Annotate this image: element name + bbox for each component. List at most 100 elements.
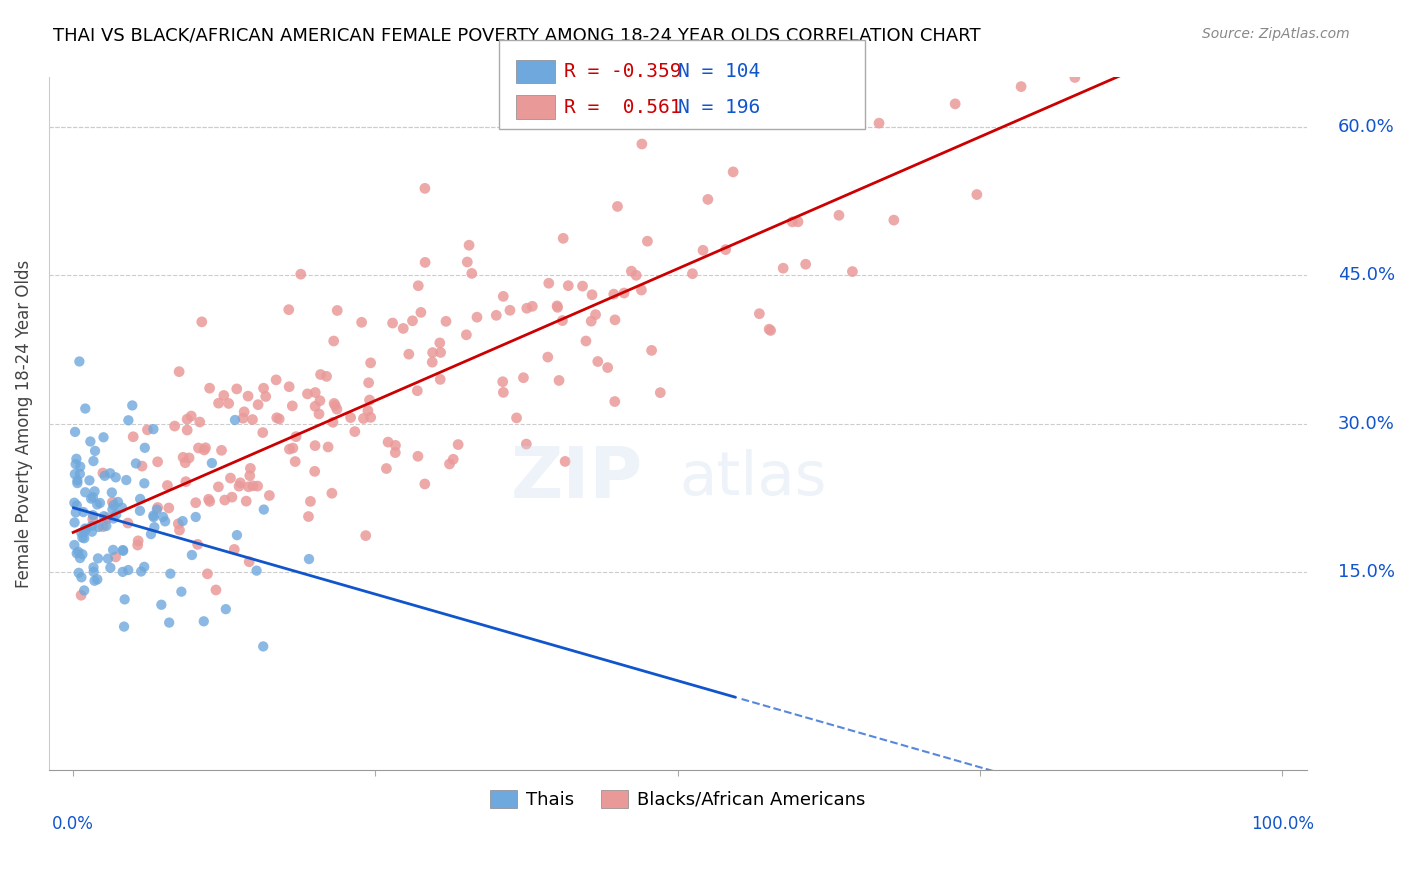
- Thais: [69, 551, 91, 566]
- Blacks/African Americans: [207, 480, 229, 494]
- Blacks/African Americans: [456, 327, 478, 342]
- Thais: [86, 498, 108, 512]
- Thais: [93, 509, 115, 524]
- Blacks/African Americans: [401, 314, 423, 328]
- Thais: [134, 441, 156, 455]
- Thais: [73, 525, 96, 540]
- Blacks/African Americans: [352, 411, 374, 425]
- Blacks/African Americans: [285, 429, 308, 443]
- Blacks/African Americans: [406, 384, 429, 398]
- Y-axis label: Female Poverty Among 18-24 Year Olds: Female Poverty Among 18-24 Year Olds: [15, 260, 32, 588]
- Thais: [63, 425, 86, 439]
- Blacks/African Americans: [571, 279, 593, 293]
- Blacks/African Americans: [180, 409, 202, 423]
- Blacks/African Americans: [603, 287, 626, 301]
- Blacks/African Americans: [316, 440, 339, 454]
- Blacks/African Americans: [782, 215, 804, 229]
- Blacks/African Americans: [512, 370, 534, 384]
- Blacks/African Americans: [188, 415, 211, 429]
- Blacks/African Americans: [413, 477, 436, 491]
- Thais: [73, 522, 96, 536]
- Blacks/African Americans: [434, 314, 457, 328]
- Blacks/African Americans: [146, 500, 169, 515]
- Thais: [115, 473, 138, 487]
- Thais: [87, 551, 110, 566]
- Blacks/African Americans: [554, 454, 576, 468]
- Blacks/African Americans: [194, 441, 217, 455]
- Blacks/African Americans: [624, 268, 647, 283]
- Blacks/African Americans: [214, 493, 236, 508]
- Thais: [253, 502, 276, 516]
- Blacks/African Americans: [224, 542, 246, 557]
- Blacks/African Americans: [228, 479, 250, 493]
- Text: 15.0%: 15.0%: [1339, 563, 1395, 581]
- Blacks/African Americans: [247, 398, 270, 412]
- Thais: [150, 598, 173, 612]
- Thais: [134, 559, 156, 574]
- Blacks/African Americans: [794, 257, 817, 271]
- Thais: [70, 570, 93, 584]
- Blacks/African Americans: [169, 523, 191, 537]
- Blacks/African Americans: [581, 314, 603, 328]
- Blacks/African Americans: [321, 486, 343, 500]
- Text: Source: ZipAtlas.com: Source: ZipAtlas.com: [1202, 27, 1350, 41]
- Thais: [80, 491, 103, 506]
- Blacks/African Americans: [636, 234, 658, 248]
- Blacks/African Americans: [537, 350, 560, 364]
- Blacks/African Americans: [304, 464, 326, 478]
- Blacks/African Americans: [70, 588, 93, 602]
- Blacks/African Americans: [127, 538, 149, 552]
- Blacks/African Americans: [551, 313, 574, 327]
- Blacks/African Americans: [354, 528, 377, 542]
- Blacks/African Americans: [309, 393, 332, 408]
- Blacks/African Americans: [696, 193, 718, 207]
- Blacks/African Americans: [172, 450, 194, 465]
- Blacks/African Americans: [772, 261, 794, 276]
- Thais: [142, 422, 165, 436]
- Blacks/African Americans: [246, 479, 269, 493]
- Blacks/African Americans: [359, 392, 381, 407]
- Blacks/African Americans: [392, 321, 415, 335]
- Blacks/African Americans: [492, 289, 515, 303]
- Blacks/African Americans: [136, 423, 159, 437]
- Blacks/African Americans: [492, 375, 515, 389]
- Blacks/African Americans: [131, 459, 153, 474]
- Blacks/African Americans: [187, 537, 209, 551]
- Thais: [97, 551, 120, 566]
- Thais: [112, 543, 135, 558]
- Thais: [82, 560, 104, 574]
- Blacks/African Americans: [429, 335, 451, 350]
- Blacks/African Americans: [242, 412, 264, 426]
- Blacks/African Americans: [198, 494, 221, 508]
- Blacks/African Americans: [94, 512, 117, 526]
- Blacks/African Americans: [233, 405, 256, 419]
- Text: N = 104: N = 104: [678, 62, 759, 81]
- Thais: [159, 566, 181, 581]
- Thais: [125, 457, 148, 471]
- Blacks/African Americans: [581, 287, 603, 301]
- Blacks/African Americans: [239, 461, 262, 475]
- Blacks/African Americans: [499, 303, 522, 318]
- Thais: [180, 548, 202, 562]
- Thais: [93, 468, 115, 483]
- Blacks/African Americans: [758, 322, 780, 336]
- Thais: [112, 619, 135, 633]
- Text: THAI VS BLACK/AFRICAN AMERICAN FEMALE POVERTY AMONG 18-24 YEAR OLDS CORRELATION : THAI VS BLACK/AFRICAN AMERICAN FEMALE PO…: [53, 27, 981, 45]
- Thais: [93, 430, 115, 444]
- Text: N = 196: N = 196: [678, 97, 759, 117]
- Blacks/African Americans: [748, 307, 770, 321]
- Blacks/African Americans: [309, 368, 332, 382]
- Blacks/African Americans: [515, 437, 537, 451]
- Text: 45.0%: 45.0%: [1339, 266, 1395, 285]
- Thais: [104, 470, 127, 484]
- Blacks/African Americans: [681, 267, 703, 281]
- Blacks/African Americans: [96, 510, 118, 524]
- Blacks/African Americans: [281, 441, 304, 455]
- Blacks/African Americans: [308, 407, 330, 421]
- Blacks/African Americans: [266, 410, 288, 425]
- Thais: [157, 615, 180, 630]
- Blacks/African Americans: [238, 555, 260, 569]
- Blacks/African Americans: [207, 396, 229, 410]
- Blacks/African Americans: [91, 519, 114, 533]
- Blacks/African Americans: [357, 403, 380, 417]
